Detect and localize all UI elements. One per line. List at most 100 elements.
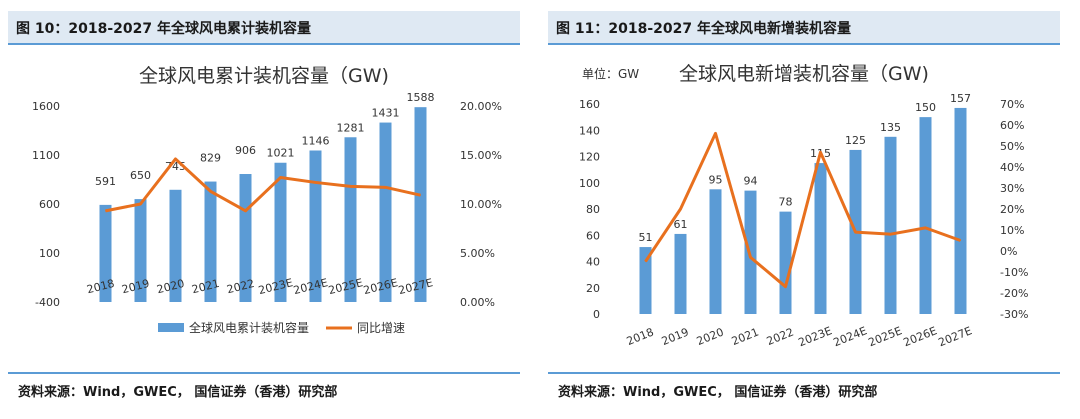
growth-rate-point [960,240,961,241]
bar-data-label: 1281 [337,121,365,134]
bar-data-label: 150 [915,101,936,114]
y2-tick-label: 60% [1000,119,1024,132]
y2-tick-label: 40% [1000,161,1024,174]
y2-tick-label: 10% [1000,224,1024,237]
bar-data-label: 125 [845,134,866,147]
x-tick-label: 2025E [867,324,904,349]
bar [309,150,322,302]
growth-rate-point [315,181,316,183]
bar-data-label: 51 [639,231,653,244]
growth-rate-line [105,157,421,213]
y2-tick-label: 15.00% [460,149,502,162]
y2-tick-label: 20% [1000,203,1024,216]
growth-rate-point [750,256,751,258]
growth-rate-point [420,194,421,196]
figure-10-header: 图 10：2018-2027 年全球风电累计装机容量 [8,11,520,45]
figure-10-panel: 图 10：2018-2027 年全球风电累计装机容量 全球风电累计装机容量（GW… [8,0,520,419]
y-tick-label: 80 [586,203,600,216]
growth-rate-point [715,132,716,134]
bar-data-label: 95 [709,173,723,186]
growth-rate-point [925,227,926,229]
y-tick-label: 140 [579,124,600,137]
y-tick-label: 120 [579,151,600,164]
growth-rate-point [785,286,786,288]
legend-line-label: 同比增速 [357,321,405,335]
growth-rate-point [105,210,106,212]
growth-rate-point [820,151,821,153]
y2-tick-label: -10% [1000,266,1028,279]
bar [884,136,897,314]
x-tick-label: 2027E [937,324,974,349]
bar [204,181,217,302]
x-tick-label: 2026E [902,324,939,349]
growth-rate-line [644,131,962,289]
bar-data-label: 591 [95,175,116,188]
bar-data-label: 829 [200,152,221,165]
bar [709,189,722,314]
y-tick-label: 1100 [32,149,60,162]
bar [639,247,652,314]
bar-data-label: 1431 [372,107,400,120]
y2-tick-label: -30% [1000,308,1028,321]
bar-data-label: 1588 [407,91,435,104]
y-tick-label: 20 [586,282,600,295]
figure-10-label: 图 10：2018-2027 年全球风电累计装机容量 [16,21,311,37]
x-tick-label: 2020 [695,325,726,348]
legend-bar-label: 全球风电累计装机容量 [189,320,309,335]
y-tick-label: 40 [586,256,600,269]
bar-data-label: 1021 [267,147,295,160]
figure-11-panel: 图 11：2018-2027 年全球风电新增装机容量 全球风电新增装机容量（GW… [548,0,1060,419]
cumulative-capacity-chart: 全球风电累计装机容量（GW) 1600 1100 600 100 -400 20.00% 15… [32,65,502,335]
y-tick-label: -400 [35,296,60,309]
growth-rate-point [245,210,246,212]
y2-tick-label: 5.00% [460,247,495,260]
bar-data-label: 650 [130,169,151,182]
bar-data-label: 135 [880,121,901,134]
y-tick-label: 60 [586,229,600,242]
figure-10-footer-rule [8,372,520,374]
legend-bar-swatch [158,323,184,332]
growth-rate-point [890,233,891,235]
bar-data-label: 906 [235,144,256,157]
bar [779,211,792,314]
chart-title: 全球风电累计装机容量（GW) [139,65,389,87]
bar [169,189,182,302]
figure-11-label: 图 11：2018-2027 年全球风电新增装机容量 [556,21,851,37]
x-tick-label: 2018 [625,325,656,348]
chart-title: 全球风电新增装机容量（GW) [679,63,929,85]
growth-rate-point [140,203,141,205]
bar [414,107,427,302]
bar-data-label: 78 [779,196,793,209]
figure-10-source: 资料来源：Wind，GWEC， 国信证券（香港）研究部 [18,385,338,400]
x-tick-label: 2024E [832,324,869,349]
growth-rate-point [645,261,646,262]
new-capacity-chart: 全球风电新增装机容量（GW) 单位：GW 160 140 120 100 80 60 40 20 0… [579,63,1028,349]
bar [274,162,287,302]
bar [954,107,967,314]
y2-tick-label: 20.00% [460,100,502,113]
bar-data-label: 94 [744,175,758,188]
bar [814,163,827,314]
bar [99,204,112,302]
y-tick-label: 0 [593,308,600,321]
unit-label: 单位：GW [582,66,639,81]
bar-data-label: 61 [674,218,688,231]
figure-11-header: 图 11：2018-2027 年全球风电新增装机容量 [548,11,1060,45]
y2-tick-label: 10.00% [460,198,502,211]
bar-data-label: 1146 [302,134,330,147]
y-tick-label: 100 [39,247,60,260]
y2-tick-label: 0.00% [460,296,495,309]
bar [674,233,687,314]
figure-11-footer-rule [548,372,1060,374]
growth-rate-point [855,231,856,233]
y-tick-label: 600 [39,198,60,211]
bar [919,117,932,314]
legend: 全球风电累计装机容量 同比增速 [158,320,405,335]
bar [379,122,392,302]
y2-tick-label: -20% [1000,287,1028,300]
x-tick-label: 2022 [765,325,796,348]
figure-11-source: 资料来源：Wind，GWEC， 国信证券（香港）研究部 [558,385,878,400]
y-tick-label: 1600 [32,100,60,113]
x-tick-label: 2023E [797,324,834,349]
y2-tick-label: 30% [1000,182,1024,195]
